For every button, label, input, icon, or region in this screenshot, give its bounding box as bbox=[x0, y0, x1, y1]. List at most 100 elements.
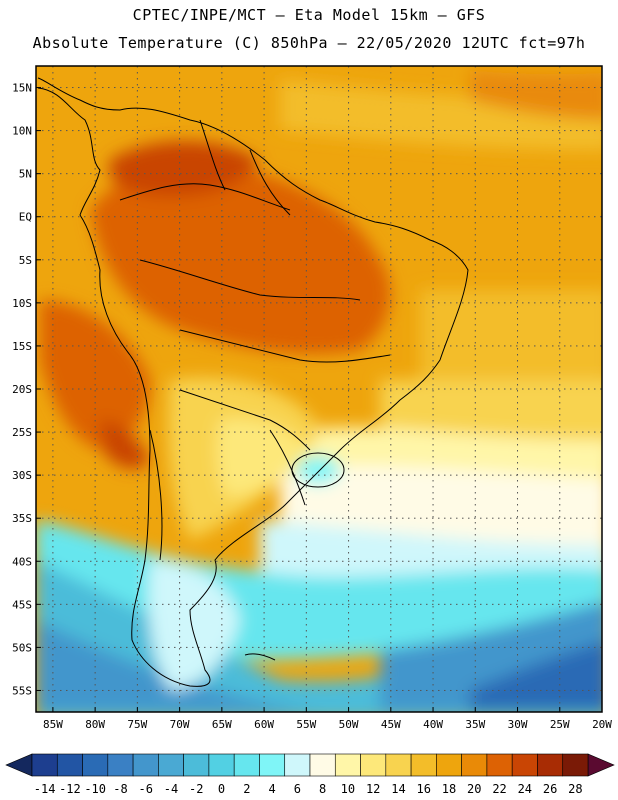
grid-dot bbox=[474, 594, 476, 596]
grid-dot bbox=[138, 87, 140, 89]
grid-dot bbox=[52, 312, 54, 314]
grid-dot bbox=[305, 522, 307, 524]
grid-dot bbox=[498, 173, 500, 175]
grid-dot bbox=[276, 689, 278, 691]
grid-dot bbox=[179, 516, 181, 518]
grid-dot bbox=[559, 552, 561, 554]
grid-dot bbox=[126, 130, 128, 132]
grid-dot bbox=[136, 516, 138, 518]
grid-dot bbox=[52, 534, 54, 536]
grid-dot bbox=[498, 517, 500, 519]
grid-dot bbox=[438, 603, 440, 605]
grid-dot bbox=[94, 696, 96, 698]
grid-dot bbox=[42, 517, 44, 519]
grid-dot bbox=[108, 130, 110, 132]
grid-dot bbox=[94, 420, 96, 422]
grid-dot bbox=[94, 228, 96, 230]
grid-dot bbox=[348, 186, 350, 188]
grid-dot bbox=[474, 318, 476, 320]
grid-dot bbox=[342, 130, 344, 132]
grid-dot bbox=[559, 630, 561, 632]
grid-dot bbox=[305, 378, 307, 380]
grid-dot bbox=[294, 603, 296, 605]
grid-dot bbox=[192, 173, 194, 175]
grid-dot bbox=[94, 354, 96, 356]
grid-dot bbox=[90, 302, 92, 304]
colorbar-swatch bbox=[158, 753, 184, 777]
grid-dot bbox=[42, 87, 44, 89]
grid-dot bbox=[179, 672, 181, 674]
grid-dot bbox=[390, 312, 392, 314]
grid-dot bbox=[258, 173, 260, 175]
grid-dot bbox=[221, 390, 223, 392]
grid-dot bbox=[294, 474, 296, 476]
grid-dot bbox=[179, 108, 181, 110]
grid-dot bbox=[576, 173, 578, 175]
grid-dot bbox=[474, 576, 476, 578]
grid-dot bbox=[264, 689, 266, 691]
grid-dot bbox=[78, 560, 80, 562]
grid-dot bbox=[305, 150, 307, 152]
grid-dot bbox=[186, 474, 188, 476]
grid-dot bbox=[559, 558, 561, 560]
grid-dot bbox=[420, 431, 422, 433]
grid-dot bbox=[559, 474, 561, 476]
grid-dot bbox=[263, 72, 265, 74]
grid-dot bbox=[263, 156, 265, 158]
grid-dot bbox=[486, 474, 488, 476]
grid-dot bbox=[216, 560, 218, 562]
grid-dot bbox=[438, 474, 440, 476]
grid-dot bbox=[174, 345, 176, 347]
grid-dot bbox=[263, 558, 265, 560]
grid-dot bbox=[192, 474, 194, 476]
grid-dot bbox=[179, 660, 181, 662]
grid-dot bbox=[559, 438, 561, 440]
grid-dot bbox=[136, 282, 138, 284]
grid-dot bbox=[558, 603, 560, 605]
grid-dot bbox=[179, 624, 181, 626]
grid-dot bbox=[576, 646, 578, 648]
grid-dot bbox=[221, 528, 223, 530]
grid-dot bbox=[234, 517, 236, 519]
grid-dot bbox=[216, 517, 218, 519]
grid-dot bbox=[94, 528, 96, 530]
grid-dot bbox=[324, 302, 326, 304]
grid-dot bbox=[528, 517, 530, 519]
grid-dot bbox=[144, 130, 146, 132]
grid-dot bbox=[132, 646, 134, 648]
grid-dot bbox=[517, 600, 519, 602]
grid-dot bbox=[216, 173, 218, 175]
grid-dot bbox=[559, 222, 561, 224]
grid-dot bbox=[516, 474, 518, 476]
grid-dot bbox=[582, 431, 584, 433]
grid-dot bbox=[390, 72, 392, 74]
grid-dot bbox=[252, 431, 254, 433]
grid-dot bbox=[288, 689, 290, 691]
grid-dot bbox=[432, 120, 434, 122]
grid-dot bbox=[305, 654, 307, 656]
grid-dot bbox=[330, 474, 332, 476]
grid-dot bbox=[450, 646, 452, 648]
grid-dot bbox=[192, 388, 194, 390]
grid-dot bbox=[498, 474, 500, 476]
grid-dot bbox=[600, 560, 602, 562]
grid-dot bbox=[94, 534, 96, 536]
grid-dot bbox=[559, 522, 561, 524]
grid-dot bbox=[432, 510, 434, 512]
grid-dot bbox=[517, 222, 519, 224]
grid-dot bbox=[305, 582, 307, 584]
grid-dot bbox=[348, 234, 350, 236]
grid-dot bbox=[462, 388, 464, 390]
grid-dot bbox=[432, 282, 434, 284]
grid-dot bbox=[432, 234, 434, 236]
grid-dot bbox=[52, 570, 54, 572]
grid-dot bbox=[450, 130, 452, 132]
grid-dot bbox=[102, 259, 104, 261]
grid-dot bbox=[52, 678, 54, 680]
grid-dot bbox=[186, 646, 188, 648]
grid-dot bbox=[474, 330, 476, 332]
grid-dot bbox=[354, 173, 356, 175]
grid-dot bbox=[474, 288, 476, 290]
grid-dot bbox=[42, 259, 44, 261]
grid-dot bbox=[540, 87, 542, 89]
